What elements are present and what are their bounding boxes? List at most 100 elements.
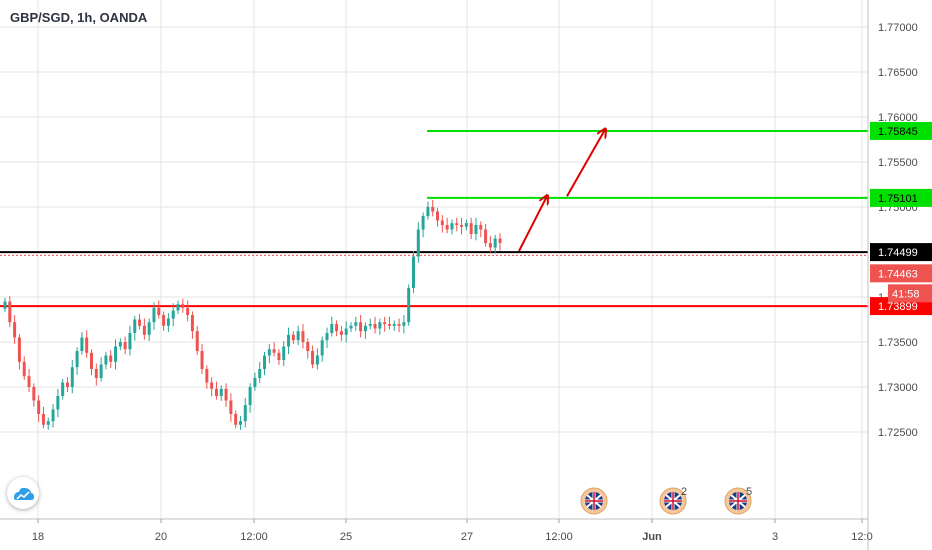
y-tick-label: 1.72500 — [878, 427, 918, 439]
level-tag-label: 1.75101 — [878, 193, 918, 205]
last-price-label: 1.74463 — [878, 268, 918, 280]
candle-body — [498, 238, 502, 243]
candle-body — [315, 355, 319, 365]
y-tick-label: 1.76000 — [878, 112, 918, 124]
x-tick-label: 25 — [340, 531, 352, 543]
event-count-label: 5 — [746, 486, 752, 498]
cloud-icon — [14, 487, 34, 500]
candle-body — [431, 207, 435, 212]
time-axis: 18 20 12:00 25 27 12:00 Jun 3 12:0 — [32, 519, 873, 543]
candle-body — [440, 220, 444, 225]
candle-body — [75, 351, 79, 368]
x-tick-label: 12:0 — [851, 531, 872, 543]
y-tick-label: 1.75500 — [878, 157, 918, 169]
candle-body — [51, 409, 55, 422]
projection-arrow[interactable] — [518, 196, 547, 252]
candle-body — [330, 324, 334, 333]
candle-body — [195, 331, 199, 351]
price-tags: 1.75845 1.75101 1.74499 1.73899 1.74463 41:58 — [870, 121, 932, 316]
y-tick-label: 1.76500 — [878, 67, 918, 79]
candle-body — [488, 243, 492, 248]
price-axis: 1.770001.765001.760001.755001.750001.745… — [878, 22, 918, 439]
candle-body — [373, 324, 377, 329]
candle-body — [263, 355, 267, 369]
x-tick-label: 12:00 — [240, 531, 268, 543]
candle-body — [85, 337, 89, 353]
candle-body — [171, 310, 175, 319]
candle-body — [190, 315, 194, 332]
candle-body — [368, 324, 372, 326]
candle-body — [469, 223, 473, 234]
candle-body — [186, 307, 190, 315]
y-tick-label: 1.73500 — [878, 337, 918, 349]
candle-body — [397, 324, 401, 326]
candle-body — [46, 421, 50, 425]
candle-body — [363, 325, 367, 332]
candle-body — [460, 225, 464, 227]
candle-body — [311, 351, 315, 365]
candle-body — [243, 405, 247, 422]
candle-body — [123, 342, 127, 350]
candle-body — [27, 376, 31, 387]
candle-body — [320, 340, 324, 356]
candle-body — [479, 225, 483, 230]
x-tick-label: 3 — [772, 531, 778, 543]
candle-body — [181, 304, 185, 308]
candle-body — [114, 346, 118, 362]
candle-body — [392, 324, 396, 326]
candle-body — [17, 337, 21, 362]
candle-body — [349, 325, 353, 329]
candle-body — [147, 322, 151, 335]
countdown-tag — [888, 284, 932, 303]
x-tick-label: 12:00 — [545, 531, 573, 543]
candle-body — [474, 225, 478, 234]
candle-body — [296, 331, 300, 341]
projection-arrow[interactable] — [566, 130, 605, 197]
projection-arrows — [518, 130, 605, 252]
candle-body — [205, 369, 209, 383]
candle-body — [339, 331, 343, 335]
x-tick-label: 20 — [155, 531, 167, 543]
candle-body — [421, 216, 425, 230]
y-tick-label: 1.77000 — [878, 22, 918, 34]
candle-body — [464, 223, 468, 227]
candle-body — [200, 351, 204, 369]
candle-body — [229, 400, 233, 414]
candle-body — [402, 322, 406, 326]
candle-body — [138, 319, 142, 326]
tradingview-logo[interactable] — [7, 477, 39, 509]
candle-body — [306, 342, 310, 351]
candle-body — [70, 367, 74, 387]
candle-body — [416, 229, 420, 257]
candle-body — [407, 288, 411, 323]
candle-body — [455, 223, 459, 225]
candle-body — [219, 388, 223, 396]
candle-body — [426, 207, 430, 216]
uk-flag-icon[interactable] — [580, 487, 608, 515]
last-price-tag — [870, 264, 932, 283]
uk-flag-icon[interactable] — [659, 487, 687, 515]
candle-body — [445, 225, 449, 230]
chart-grid — [0, 0, 868, 519]
candle-body — [61, 382, 65, 396]
candle-body — [291, 334, 295, 341]
level-tag-label: 1.74499 — [878, 247, 918, 259]
candle-body — [484, 229, 488, 243]
horizontal-levels — [0, 129, 868, 308]
candlestick-series — [3, 199, 502, 430]
level-tag — [870, 188, 932, 207]
candle-body — [325, 333, 329, 341]
candle-body — [234, 414, 238, 425]
candle-body — [13, 322, 17, 338]
candle-body — [80, 337, 84, 351]
candle-body — [210, 382, 214, 389]
uk-flag-icon[interactable] — [724, 487, 752, 515]
level-tag — [870, 121, 932, 140]
candle-body — [37, 400, 41, 414]
level-tag-label: 1.75845 — [878, 126, 918, 138]
candle-body — [162, 315, 166, 326]
candle-body — [238, 421, 242, 425]
candle-body — [104, 355, 108, 365]
